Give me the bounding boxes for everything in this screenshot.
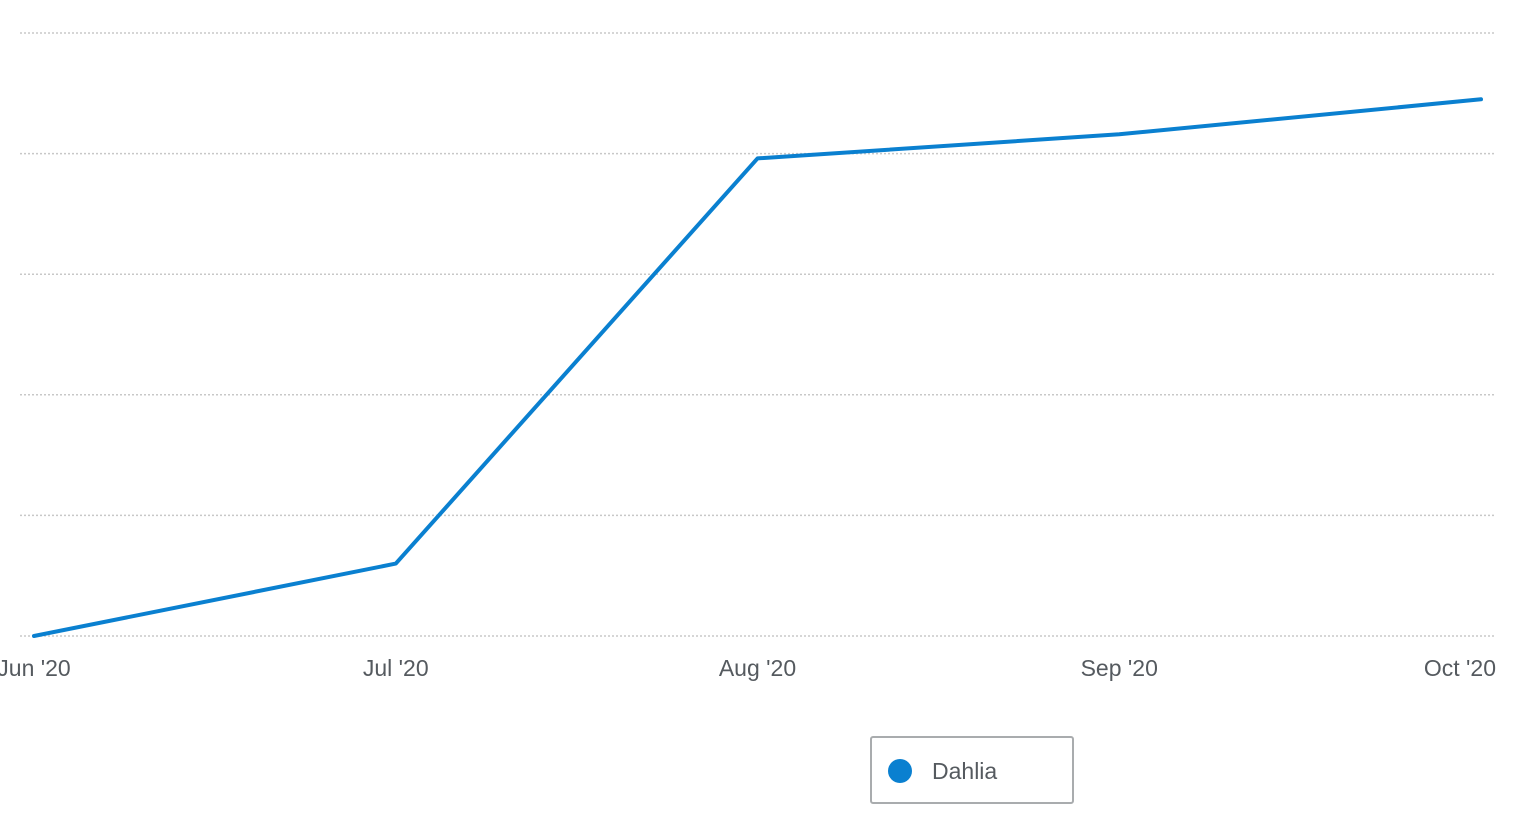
series-group (32, 97, 1483, 638)
x-tick-label: Sep '20 (1081, 655, 1158, 681)
legend-box (870, 736, 1074, 804)
gridlines (20, 32, 1494, 637)
x-tick-label: Oct '20 (1424, 655, 1496, 681)
x-tick-label: Aug '20 (719, 655, 796, 681)
x-tick-label: Jul '20 (363, 655, 429, 681)
x-axis-ticks: Jun '20 Jul '20 Aug '20 Sep '20 Oct '20 (0, 655, 1496, 681)
series-line-dahlia[interactable] (32, 97, 1483, 638)
legend-label[interactable]: Dahlia (932, 758, 997, 784)
legend-swatch (888, 759, 912, 783)
x-tick-label: Jun '20 (0, 655, 71, 681)
legend[interactable]: Dahlia (870, 736, 1074, 804)
